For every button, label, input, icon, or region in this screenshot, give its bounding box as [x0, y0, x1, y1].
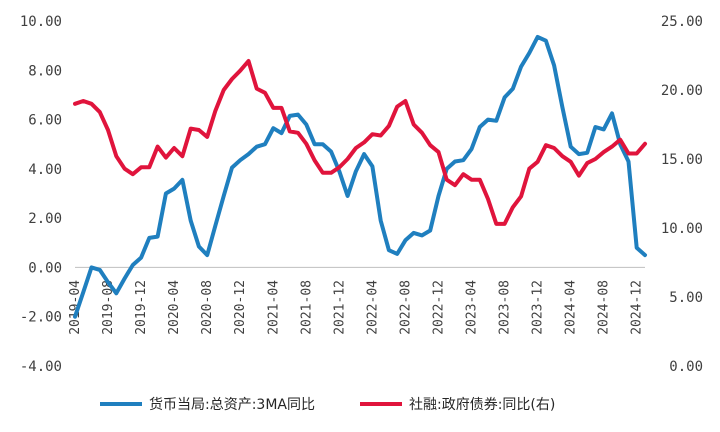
x-axis-tick-label: 2023-04 — [465, 280, 480, 335]
left-axis-tick-label: -4.00 — [20, 359, 62, 375]
left-axis-tick-label: 10.00 — [20, 14, 62, 30]
series-line-left — [73, 35, 647, 319]
x-axis-tick-label: 2019-12 — [134, 280, 149, 335]
left-axis-tick-label: 2.00 — [28, 211, 62, 227]
left-axis-tick-label: 6.00 — [28, 113, 62, 129]
x-axis-tick-label: 2019-04 — [68, 280, 83, 335]
right-axis-tick-label: 5.00 — [669, 290, 703, 306]
x-axis-tick-label: 2023-08 — [498, 280, 513, 335]
x-axis-tick-label: 2020-04 — [167, 280, 182, 335]
left-axis-ticks: 10.00 8.00 6.00 4.00 2.00 0.00 -2.00 -4.00 — [20, 14, 62, 375]
x-axis-tick-label: 2022-12 — [431, 280, 446, 335]
right-axis-tick-label: 20.00 — [661, 83, 703, 99]
x-axis-tick-label: 2024-12 — [630, 280, 645, 335]
x-axis-tick-label: 2024-04 — [564, 280, 579, 335]
x-axis-tick-label: 2021-04 — [266, 280, 281, 335]
x-axis-tick-label: 2020-08 — [200, 280, 215, 335]
legend-label-right-series: 社融:政府债券:同比(右) — [409, 397, 555, 413]
legend: 货币当局:总资产:3MA同比 社融:政府债券:同比(右) — [100, 396, 555, 413]
x-axis-tick-label: 2022-08 — [398, 280, 413, 335]
x-axis-tick-label: 2023-12 — [531, 280, 546, 335]
right-axis-tick-label: 0.00 — [669, 359, 703, 375]
x-axis-tick-label: 2020-12 — [233, 280, 248, 335]
x-axis-tick-label: 2024-08 — [597, 280, 612, 335]
x-axis-tick-label: 2022-04 — [365, 280, 380, 335]
right-axis-tick-label: 10.00 — [661, 221, 703, 237]
left-axis-tick-label: 4.00 — [28, 162, 62, 178]
left-axis-tick-label: 0.00 — [28, 260, 62, 276]
left-axis-tick-label: 8.00 — [28, 63, 62, 79]
left-axis-tick-label: -2.00 — [20, 310, 62, 326]
series-line-right — [73, 59, 647, 226]
x-axis-tick-label: 2019-08 — [101, 280, 116, 335]
x-axis-ticks: 2019-04 2019-08 2019-12 2020-04 2020-08 2020-… — [68, 280, 645, 335]
x-axis-tick-label: 2021-12 — [332, 280, 347, 335]
x-axis-tick-label: 2021-08 — [299, 280, 314, 335]
right-axis-tick-label: 15.00 — [661, 152, 703, 168]
right-axis-tick-label: 25.00 — [661, 14, 703, 30]
series-lines — [73, 35, 647, 319]
legend-label-left-series: 货币当局:总资产:3MA同比 — [149, 396, 315, 413]
right-axis-ticks: 25.00 20.00 15.00 10.00 5.00 0.00 — [661, 14, 703, 375]
